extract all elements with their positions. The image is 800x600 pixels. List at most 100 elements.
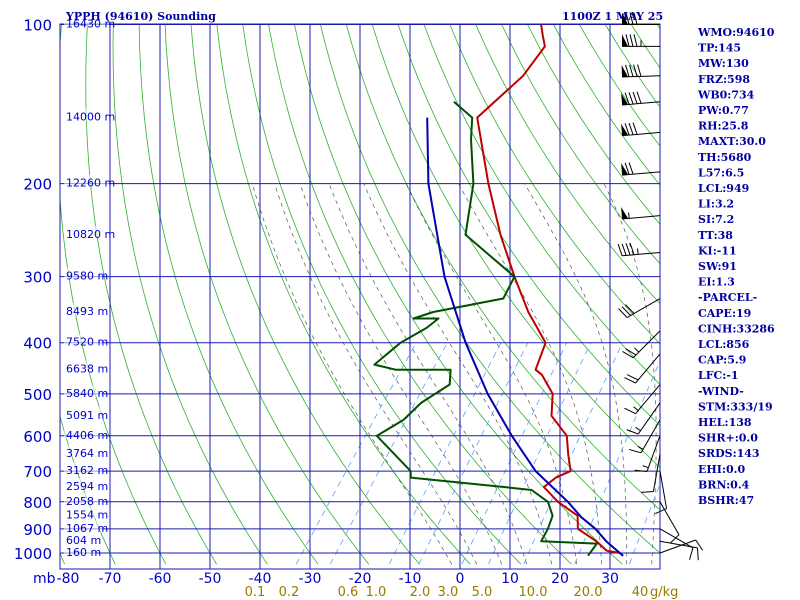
height-label-bg <box>64 426 103 439</box>
height-label-bg <box>64 445 103 458</box>
barb-pennant <box>621 123 629 136</box>
barb-flag <box>622 350 634 359</box>
barb-staff <box>626 298 661 318</box>
mixing-ratio-line <box>461 342 568 565</box>
frame-layer <box>59 23 661 570</box>
wind-barb <box>624 384 661 415</box>
height-label-bg <box>64 477 103 490</box>
barb-pennant <box>622 34 628 47</box>
wind-barb <box>622 330 661 359</box>
sounding-index: HEL:138 <box>698 416 752 429</box>
sounding-index: FRZ:598 <box>698 73 750 86</box>
sounding-index: -PARCEL- <box>698 291 757 304</box>
barb-pennant <box>622 12 628 25</box>
height-label: 7520 m <box>66 336 108 349</box>
profiles-layer <box>373 24 624 557</box>
wind-barb <box>621 162 661 176</box>
height-label-bg <box>64 506 103 519</box>
wind-barb <box>628 419 661 454</box>
barb-flag <box>618 308 628 318</box>
barb-flag <box>624 377 636 384</box>
wind-barb <box>621 122 661 137</box>
barb-half-flag <box>637 445 644 450</box>
wind-barb <box>617 242 661 257</box>
dry-adiabat <box>242 24 522 565</box>
dry-adiabat <box>501 24 660 265</box>
barb-flag <box>625 12 630 25</box>
height-label: 1554 m <box>66 509 108 522</box>
barb-staff <box>646 435 661 472</box>
height-label: 1067 m <box>66 522 108 535</box>
height-label-bg <box>64 384 103 397</box>
height-label: 160 m <box>66 546 101 559</box>
height-label: 3764 m <box>66 447 108 460</box>
barb-flag <box>634 469 648 472</box>
barb-flag <box>621 243 627 256</box>
barb-flag <box>621 306 631 316</box>
barb-flag <box>626 429 639 435</box>
moist-adiabat <box>363 183 553 565</box>
dry-adiabat <box>475 24 660 305</box>
sounding-index: WB0:734 <box>697 88 755 101</box>
barb-staff <box>635 353 661 384</box>
mixing-ratio-label: 0.2 <box>279 585 300 600</box>
height-label-bg <box>64 225 109 238</box>
barb-flag <box>617 243 623 256</box>
dry-adiabat <box>138 24 319 565</box>
mixing-ratio-line <box>418 342 529 565</box>
sounding-index: SI:7.2 <box>698 213 734 226</box>
mixing-ratio-label: 1.0 <box>366 585 387 600</box>
wind-barb <box>621 91 661 106</box>
barb-flag <box>625 243 631 256</box>
pressure-label: 300 <box>23 269 52 287</box>
wind-barb <box>659 501 680 544</box>
pressure-label: 1000 <box>14 545 52 563</box>
chart-title: YPPH (94610) Sounding <box>65 10 216 23</box>
temperature-tick-label: -20 <box>349 571 372 587</box>
barb-flag <box>629 12 634 25</box>
wind-barb <box>641 454 661 493</box>
height-label: 8493 m <box>66 305 108 318</box>
dry-adiabat <box>268 24 572 565</box>
barb-flag <box>624 123 630 136</box>
wind-barb <box>618 298 661 318</box>
barb-pennant <box>621 93 629 106</box>
sounding-index: CAP:5.9 <box>698 354 746 367</box>
barb-flag <box>629 64 634 77</box>
pressure-label: 500 <box>23 386 52 404</box>
mixing-ratio-unit: g/kg <box>650 585 678 600</box>
barb-flag <box>633 34 638 47</box>
height-label-bg <box>64 544 96 556</box>
barb-flag <box>629 242 635 255</box>
height-label: 604 m <box>66 534 101 547</box>
wind-barb <box>624 353 661 384</box>
pressure-label: 600 <box>23 428 52 446</box>
dew-point-profile <box>373 100 598 557</box>
barb-flag <box>628 448 642 454</box>
parcel-profile <box>426 117 624 557</box>
barb-flag <box>696 547 699 561</box>
dry-adiabat <box>371 24 660 468</box>
wind-barb <box>659 539 704 554</box>
height-label-bg <box>64 462 103 475</box>
pressure-label: 200 <box>23 176 52 194</box>
dry-adiabat <box>85 24 218 565</box>
temperature-tick-label: -30 <box>299 571 322 587</box>
temperature-tick-label: -10 <box>399 571 422 587</box>
sounding-index: TP:145 <box>698 42 741 55</box>
sounding-index: PW:0.77 <box>698 104 749 117</box>
temperature-tick-label: 30 <box>601 571 619 587</box>
barb-flag <box>625 304 635 314</box>
height-label-bg <box>64 174 109 187</box>
height-label: 5840 m <box>66 387 108 400</box>
height-label-bg <box>64 333 103 346</box>
barb-staff <box>652 454 661 492</box>
temperature-profile <box>476 24 624 557</box>
barb-flag <box>637 64 642 77</box>
barb-flag <box>632 91 638 104</box>
sounding-index: CAPE:19 <box>698 307 751 320</box>
dry-adiabat <box>190 24 420 565</box>
